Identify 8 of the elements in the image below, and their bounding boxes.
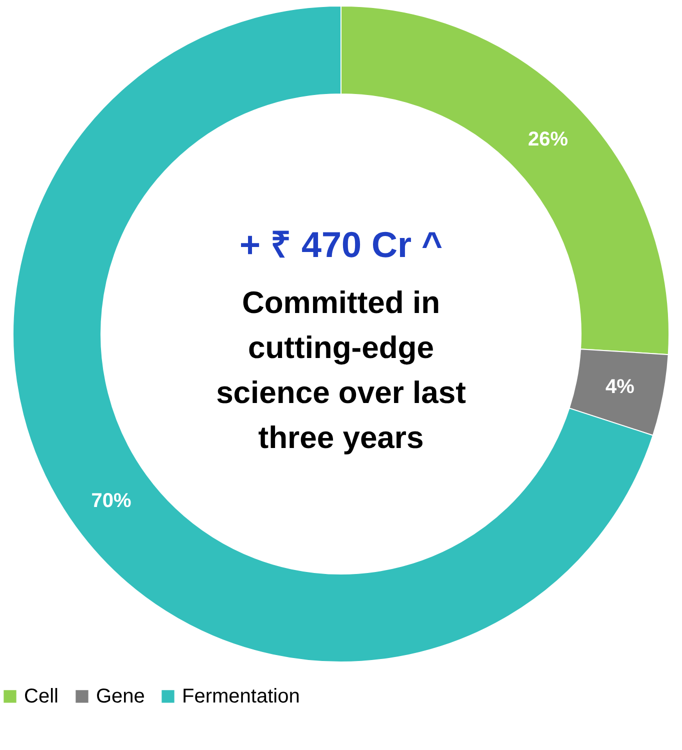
data-label: 70% bbox=[91, 490, 132, 512]
data-label: 26% bbox=[528, 128, 568, 151]
text: + ₹ 470 Cr ^ bbox=[239, 224, 443, 265]
data-label: 4% bbox=[606, 376, 635, 398]
legend-label: Fermentation bbox=[182, 685, 300, 708]
legend-label: Cell bbox=[24, 685, 58, 708]
legend-label: Gene bbox=[96, 685, 145, 708]
text: Committed in cutting-edge science over last three years bbox=[216, 285, 466, 455]
